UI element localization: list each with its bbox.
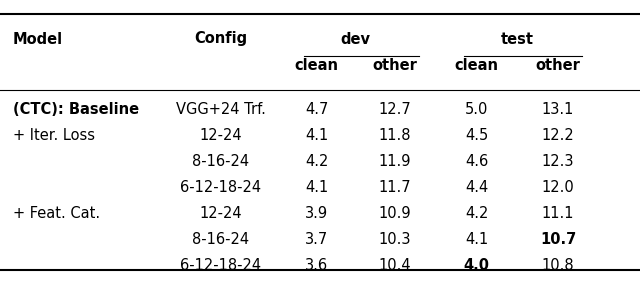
Text: 6-12-18-24: 6-12-18-24 — [180, 180, 261, 195]
Text: (CTC): Baseline: (CTC): Baseline — [13, 102, 139, 117]
Text: 11.8: 11.8 — [379, 128, 411, 143]
Text: 3.7: 3.7 — [305, 232, 328, 247]
Text: 13.1: 13.1 — [542, 102, 574, 117]
Text: 11.9: 11.9 — [379, 154, 411, 169]
Text: other: other — [372, 58, 417, 74]
Text: + Feat. Cat.: + Feat. Cat. — [13, 206, 100, 221]
Text: clean: clean — [455, 58, 499, 74]
Text: 12-24: 12-24 — [200, 128, 242, 143]
Text: + Iter. Loss: + Iter. Loss — [13, 128, 95, 143]
Text: 4.2: 4.2 — [465, 206, 488, 221]
Text: test: test — [501, 32, 534, 46]
Text: 4.1: 4.1 — [305, 180, 328, 195]
Text: other: other — [536, 58, 580, 74]
Text: 6-12-18-24: 6-12-18-24 — [180, 258, 261, 273]
Text: 10.8: 10.8 — [542, 258, 574, 273]
Text: 12.2: 12.2 — [541, 128, 575, 143]
Text: 10.4: 10.4 — [379, 258, 411, 273]
Text: 12-24: 12-24 — [200, 206, 242, 221]
Text: 11.1: 11.1 — [542, 206, 574, 221]
Text: 3.9: 3.9 — [305, 206, 328, 221]
Text: 4.2: 4.2 — [305, 154, 328, 169]
Text: 4.1: 4.1 — [465, 232, 488, 247]
Text: 4.4: 4.4 — [465, 180, 488, 195]
Text: 11.7: 11.7 — [379, 180, 411, 195]
Text: clean: clean — [295, 58, 339, 74]
Text: 4.1: 4.1 — [305, 128, 328, 143]
Text: 4.7: 4.7 — [305, 102, 328, 117]
Text: 12.7: 12.7 — [378, 102, 412, 117]
Text: 4.0: 4.0 — [464, 258, 490, 273]
Text: 3.6: 3.6 — [305, 258, 328, 273]
Text: 4.6: 4.6 — [465, 154, 488, 169]
Text: dev: dev — [341, 32, 371, 46]
Text: 12.3: 12.3 — [542, 154, 574, 169]
Text: 8-16-24: 8-16-24 — [192, 232, 250, 247]
Text: 10.7: 10.7 — [540, 232, 576, 247]
Text: 10.9: 10.9 — [379, 206, 411, 221]
Text: 12.0: 12.0 — [541, 180, 575, 195]
Text: VGG+24 Trf.: VGG+24 Trf. — [176, 102, 266, 117]
Text: 5.0: 5.0 — [465, 102, 488, 117]
Text: 10.3: 10.3 — [379, 232, 411, 247]
Text: 8-16-24: 8-16-24 — [192, 154, 250, 169]
Text: 4.5: 4.5 — [465, 128, 488, 143]
Text: Model: Model — [13, 32, 63, 46]
Text: Config: Config — [194, 32, 248, 46]
